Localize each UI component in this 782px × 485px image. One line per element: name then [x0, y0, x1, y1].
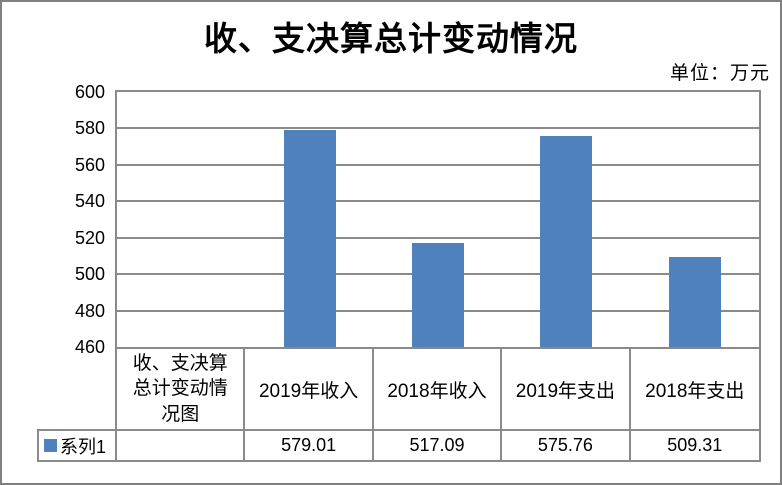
y-tick-label: 580	[74, 118, 105, 139]
chart-title: 收、支决算总计变动情况	[204, 22, 578, 58]
bar-2019年收入	[283, 130, 336, 347]
y-tick-label: 520	[74, 227, 105, 248]
legend-swatch-icon	[44, 439, 57, 452]
data-table-value-row: 系列1 579.01 517.09 575.76 509.31	[37, 429, 761, 462]
bar-2019年支出	[540, 136, 593, 347]
y-axis-labels: 600 580 560 540 520 500 480 460	[2, 83, 105, 356]
table-header-corner: 收、支决算总计变动情况图	[117, 349, 246, 429]
y-tick-label: 540	[74, 191, 105, 212]
gridline	[117, 127, 759, 130]
bar-2018年收入	[412, 243, 464, 347]
table-header-cell-1: 2019年收入	[245, 349, 374, 429]
y-tick-label: 600	[74, 82, 105, 102]
unit-label: 单位：万元	[669, 63, 770, 84]
table-value-cell-1: 579.01	[245, 431, 374, 460]
plot-area	[115, 90, 761, 349]
table-spacer-cell	[117, 431, 246, 460]
y-tick-label: 480	[74, 300, 105, 321]
table-value-cell-2: 517.09	[374, 431, 503, 460]
table-header-cell-2: 2018年收入	[374, 349, 503, 429]
table-value-cell-3: 575.76	[502, 431, 631, 460]
bar-2018年支出	[668, 257, 721, 347]
gridline	[117, 163, 759, 166]
y-tick-label: 500	[74, 264, 105, 285]
y-tick-label: 560	[74, 154, 105, 175]
gridline	[117, 236, 759, 239]
legend-label: 系列1	[60, 436, 107, 457]
y-tick-label: 460	[74, 337, 105, 357]
table-header-cell-4: 2018年支出	[645, 380, 745, 402]
table-header-cell-3: 2019年支出	[502, 349, 631, 429]
data-table-header-row: 收、支决算总计变动情况图 2019年收入 2018年收入 2019年支出 201…	[115, 347, 761, 431]
table-value-cell-4: 509.31	[667, 435, 723, 455]
legend-key: 系列1	[39, 431, 117, 460]
gridline	[117, 200, 759, 203]
